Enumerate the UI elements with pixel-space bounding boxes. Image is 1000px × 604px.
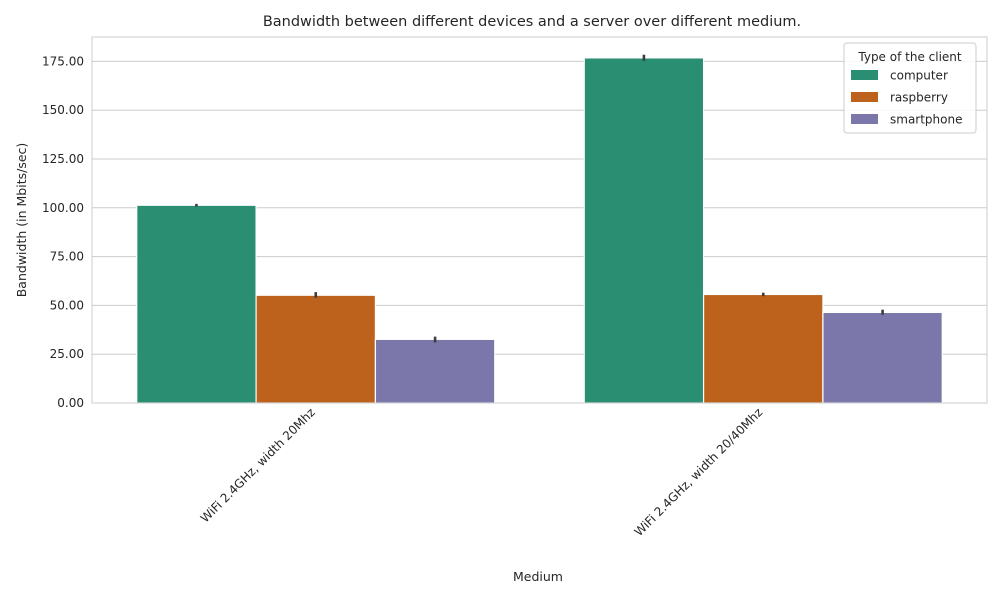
legend-label-raspberry: raspberry xyxy=(890,91,948,105)
y-tick-labels: 0.00 25.00 50.00 75.00 100.00 125.00 150.00 175… xyxy=(42,54,84,410)
x-tick-label: WiFi 2.4GHz, width 20/40Mhz xyxy=(632,405,766,539)
y-axis-label: Bandwidth (in Mbits/sec) xyxy=(14,143,29,298)
y-tick-label: 125.00 xyxy=(42,152,84,166)
legend: Type of the client computer raspberry smar… xyxy=(843,42,977,134)
legend-swatch-computer xyxy=(851,70,878,80)
legend-title: Type of the client xyxy=(857,50,962,64)
bar-smartphone xyxy=(374,338,496,404)
bar-computer xyxy=(136,204,257,404)
x-tick-label: WiFi 2.4GHz, width 20Mhz xyxy=(198,405,318,525)
legend-label-computer: computer xyxy=(890,69,948,83)
plot-frame xyxy=(91,36,988,404)
error-bar-layer xyxy=(195,54,884,343)
y-tick-label: 100.00 xyxy=(42,201,84,215)
y-tick-label: 50.00 xyxy=(50,298,84,312)
y-tick-label: 0.00 xyxy=(57,396,84,410)
bar-computer xyxy=(583,57,705,404)
legend-label-smartphone: smartphone xyxy=(890,113,963,127)
chart-title: Bandwidth between different devices and … xyxy=(263,14,801,30)
bar-raspberry xyxy=(702,293,824,404)
y-tick-label: 25.00 xyxy=(50,347,84,361)
x-axis-label: Medium xyxy=(513,569,563,584)
legend-swatch-raspberry xyxy=(851,92,878,102)
bar-layer xyxy=(136,57,943,404)
y-tick-label: 150.00 xyxy=(42,103,84,117)
y-tick-label: 175.00 xyxy=(42,54,84,68)
legend-swatch-smartphone xyxy=(851,114,878,124)
x-tick-labels: WiFi 2.4GHz, width 20Mhz WiFi 2.4GHz, wid… xyxy=(198,405,766,539)
bar-raspberry xyxy=(255,294,377,404)
legend-entries: computer raspberry smartphone xyxy=(851,69,963,127)
bar-smartphone xyxy=(822,311,943,404)
legend-box xyxy=(843,42,977,134)
y-tick-label: 75.00 xyxy=(50,250,84,264)
